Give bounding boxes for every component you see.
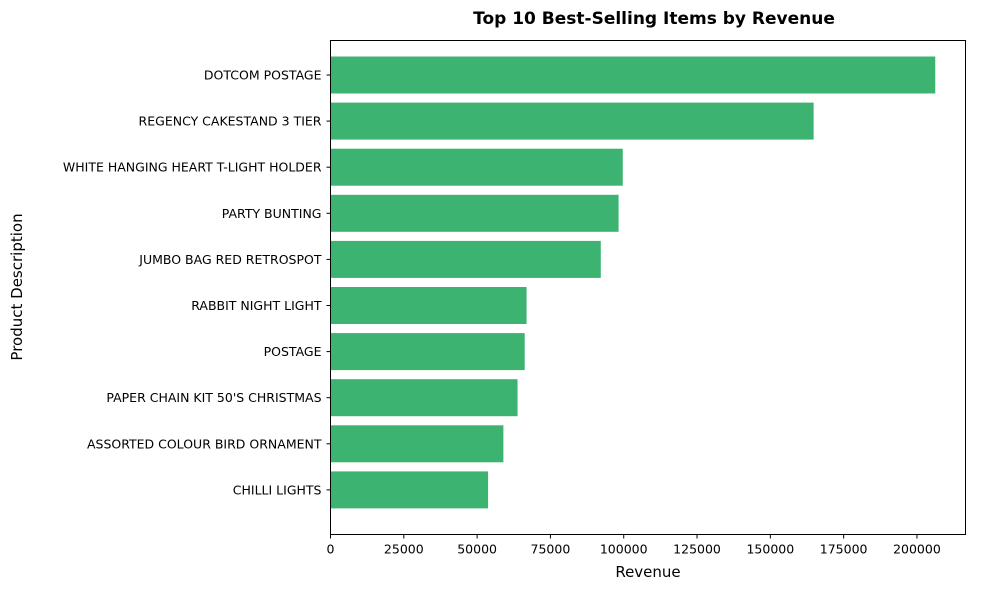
y-tick-label: WHITE HANGING HEART T-LIGHT HOLDER [63, 160, 322, 175]
bars-layer [330, 56, 936, 509]
plot-frame [330, 40, 966, 535]
bar [330, 148, 623, 186]
bar [330, 471, 489, 509]
x-tick-label: 200000 [893, 542, 941, 557]
x-tick-label: 0 [327, 542, 335, 557]
y-tick-label: JUMBO BAG RED RETROSPOT [138, 252, 322, 267]
y-tick-label: CHILLI LIGHTS [233, 482, 322, 497]
x-tick-label: 175000 [820, 542, 868, 557]
bar [330, 102, 814, 140]
x-tick-label: 25000 [384, 542, 424, 557]
x-tick-label: 75000 [531, 542, 571, 557]
bar [330, 194, 619, 232]
bar [330, 425, 504, 463]
x-tick-label: 50000 [457, 542, 497, 557]
x-axis-ticks: 0 25000 50000 75000 100000 125000 150000 175000… [327, 534, 941, 557]
bar [330, 379, 518, 417]
x-tick-label: 100000 [600, 542, 648, 557]
y-tick-label: PARTY BUNTING [222, 206, 322, 221]
y-tick-label: ASSORTED COLOUR BIRD ORNAMENT [87, 436, 322, 451]
x-axis-label: Revenue [615, 563, 680, 581]
x-tick-label: 150000 [746, 542, 794, 557]
bar [330, 56, 936, 94]
y-axis-label: Product Description [8, 213, 26, 360]
y-axis-ticks: DOTCOM POSTAGE REGENCY CAKESTAND 3 TIER WH… [63, 68, 331, 497]
y-tick-label: DOTCOM POSTAGE [204, 68, 322, 83]
bar [330, 333, 525, 371]
y-tick-label: PAPER CHAIN KIT 50'S CHRISTMAS [106, 390, 321, 405]
y-tick-label: POSTAGE [264, 344, 322, 359]
bar [330, 287, 527, 324]
chart-title: Top 10 Best-Selling Items by Revenue [473, 9, 835, 29]
y-tick-label: RABBIT NIGHT LIGHT [191, 298, 322, 313]
x-tick-label: 125000 [673, 542, 721, 557]
bar [330, 240, 601, 278]
y-tick-label: REGENCY CAKESTAND 3 TIER [139, 114, 322, 129]
